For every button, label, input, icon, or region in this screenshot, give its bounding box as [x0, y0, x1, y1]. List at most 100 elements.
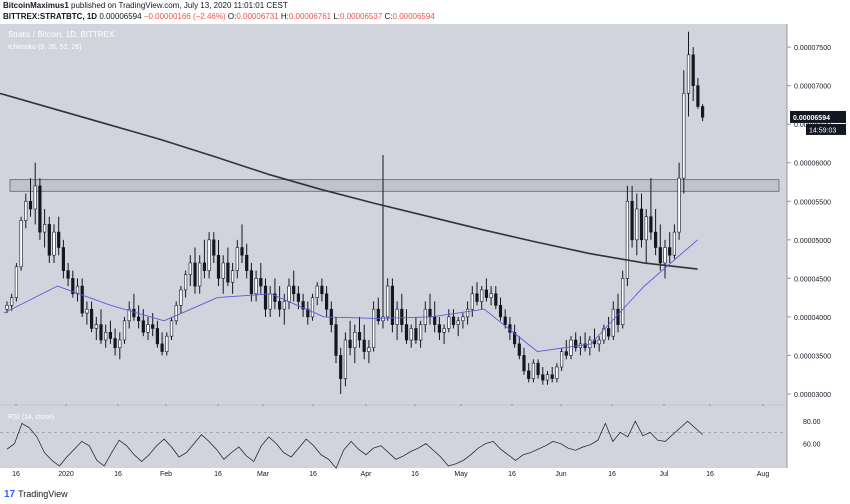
rsi-line — [6, 420, 703, 469]
time-tick-label: Jul — [660, 471, 669, 478]
candle-up-body — [621, 278, 625, 325]
candle-down-body — [263, 285, 268, 310]
high-value: 0.00006761 — [288, 12, 332, 21]
candle-down-body — [38, 185, 42, 233]
candle-down-body — [61, 247, 65, 271]
price-axis[interactable]: 0.000075000.000070000.000065000.00006000… — [787, 45, 831, 399]
candle-up-body — [52, 231, 56, 256]
candle-up-body — [118, 339, 122, 349]
candle-down-body — [132, 308, 136, 318]
candle-down-body — [475, 293, 479, 302]
time-axis[interactable]: 16 2020 16 Feb 16 Mar 16 Apr 16 May 16 Jun 16 Jul 16 Au… — [12, 404, 769, 478]
author-name[interactable]: BitcoinMaximus1 — [3, 1, 69, 10]
price-tick-label: 0.00003500 — [794, 353, 831, 360]
candle-up-body — [559, 351, 564, 368]
candle-down-body — [71, 278, 75, 295]
close-value: 0.00006594 — [392, 12, 435, 21]
candle-up-body — [456, 320, 460, 325]
open-label: O: — [227, 12, 237, 21]
price-tick-label: 0.00005500 — [794, 199, 831, 206]
price-tick-label: 0.00004000 — [794, 315, 831, 322]
candle-down-body — [57, 231, 61, 248]
candle-down-body — [630, 200, 634, 241]
candle-down-body — [433, 316, 437, 325]
candle-up-body — [5, 305, 9, 310]
candle-up-body — [24, 200, 28, 221]
candle-down-body — [113, 338, 117, 349]
rsi-layer: 80.00 60.00 — [0, 419, 821, 469]
candle-down-body — [550, 374, 554, 379]
candle-up-body — [85, 308, 89, 314]
rsi-tick-label: 80.00 — [803, 419, 821, 426]
rsi-tick-label: 60.00 — [803, 442, 821, 449]
candle-down-body — [301, 301, 305, 310]
price-tick-label: 0.00007500 — [794, 45, 831, 52]
candle-down-body — [296, 293, 301, 302]
candle-down-body — [193, 262, 197, 287]
rsi-pane[interactable] — [0, 406, 787, 468]
open-value: 0.00006731 — [236, 12, 279, 21]
candle-down-body — [536, 362, 540, 376]
time-tick-label: 2020 — [58, 471, 74, 478]
candle-up-body — [644, 216, 648, 241]
candle-up-body — [663, 247, 667, 264]
candle-up-body — [127, 308, 131, 322]
candle-down-body — [583, 343, 587, 349]
candle-down-body — [691, 54, 695, 86]
candle-down-body — [108, 332, 112, 339]
candle-up-body — [371, 308, 376, 349]
candle-down-body — [99, 324, 103, 341]
time-tick-label: Aug — [757, 471, 770, 478]
candle-down-body — [700, 106, 705, 118]
time-tick-label: Feb — [160, 471, 172, 478]
candle-up-body — [310, 297, 315, 318]
candle-down-body — [503, 316, 507, 325]
time-tick-label: 16 — [508, 471, 516, 478]
candle-down-body — [324, 293, 329, 310]
candle-up-body — [597, 339, 601, 345]
candle-down-body — [696, 85, 700, 107]
candle-up-body — [221, 262, 225, 279]
candle-up-body — [10, 297, 14, 306]
price-pane[interactable] — [0, 24, 787, 404]
footer-brand[interactable]: 17 TradingView — [4, 487, 68, 501]
resistance-zone-layer — [9, 179, 780, 192]
candle-down-body — [541, 374, 545, 381]
price-chart[interactable]: Stratis / Bitcoin, 1D, BITTREX Ichimoku … — [0, 24, 850, 486]
candle-down-body — [259, 278, 263, 287]
candle-up-body — [418, 324, 423, 341]
candle-up-body — [480, 289, 484, 302]
high-label: H: — [280, 12, 289, 21]
time-tick-label: Mar — [257, 471, 270, 478]
candle-down-body — [451, 316, 456, 325]
candle-up-body — [395, 308, 399, 325]
low-value: 0.00006537 — [340, 12, 383, 21]
candle-down-body — [616, 308, 620, 325]
last-price-badge — [790, 110, 846, 123]
candle-up-body — [169, 320, 174, 337]
price-tick-label: 0.00006000 — [794, 161, 831, 168]
candle-up-body — [686, 54, 691, 94]
candle-down-body — [362, 339, 366, 352]
candle-down-body — [292, 285, 296, 295]
candle-up-body — [569, 339, 573, 356]
candle-down-body — [498, 305, 503, 318]
candle-up-body — [235, 247, 239, 271]
candle-up-body — [353, 332, 357, 349]
candle-up-body — [231, 270, 235, 283]
candle-down-body — [66, 270, 70, 279]
candle-up-body — [188, 262, 192, 275]
candle-down-body — [404, 324, 409, 341]
candle-down-body — [564, 351, 568, 356]
candle-up-body — [146, 324, 150, 333]
candle-down-body — [376, 308, 380, 322]
candle-down-body — [484, 289, 489, 298]
last-value: 0.00006594 — [99, 12, 142, 21]
resistance-zone — [9, 179, 780, 192]
candle-down-body — [653, 231, 658, 248]
countdown-badge — [806, 123, 846, 135]
candle-up-body — [682, 93, 686, 179]
candle-down-body — [47, 224, 51, 256]
candle-up-body — [254, 278, 258, 295]
candle-up-body — [287, 285, 291, 302]
